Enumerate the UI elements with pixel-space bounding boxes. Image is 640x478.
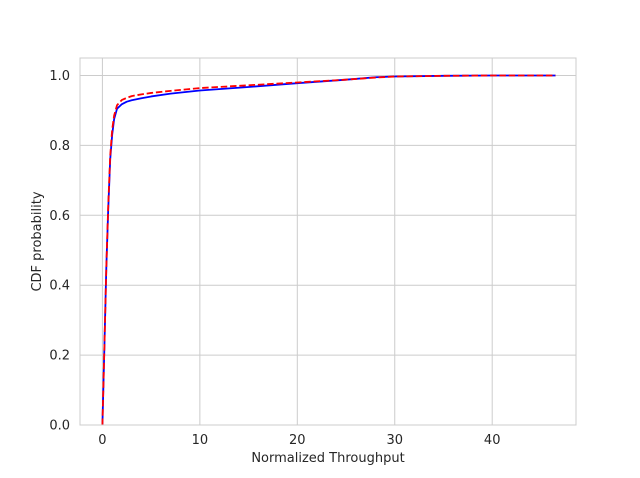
y-axis-label: CDF probability xyxy=(30,191,45,291)
y-tick-label: 0.2 xyxy=(49,349,70,364)
y-tick-label: 0.0 xyxy=(49,419,70,434)
y-tick-label: 0.6 xyxy=(49,209,70,224)
x-tick-label: 0 xyxy=(98,433,106,448)
plot-area xyxy=(80,58,576,425)
x-tick-label: 20 xyxy=(289,433,306,448)
x-tick-label: 10 xyxy=(192,433,209,448)
x-tick-label: 30 xyxy=(386,433,403,448)
y-tick-label: 1.0 xyxy=(49,69,70,84)
series-lines xyxy=(101,74,556,426)
plot-frame xyxy=(79,57,577,426)
x-tick-label: 40 xyxy=(484,433,501,448)
y-tick-label: 0.4 xyxy=(49,279,70,294)
tick-labels: 0 10 20 30 40 0.0 0.2 0.4 0.6 0.8 1.0 xyxy=(49,69,500,448)
series-line-dashed-red xyxy=(101,74,556,426)
x-axis-label: Normalized Throughput xyxy=(251,451,404,466)
y-tick-label: 0.8 xyxy=(49,139,70,154)
